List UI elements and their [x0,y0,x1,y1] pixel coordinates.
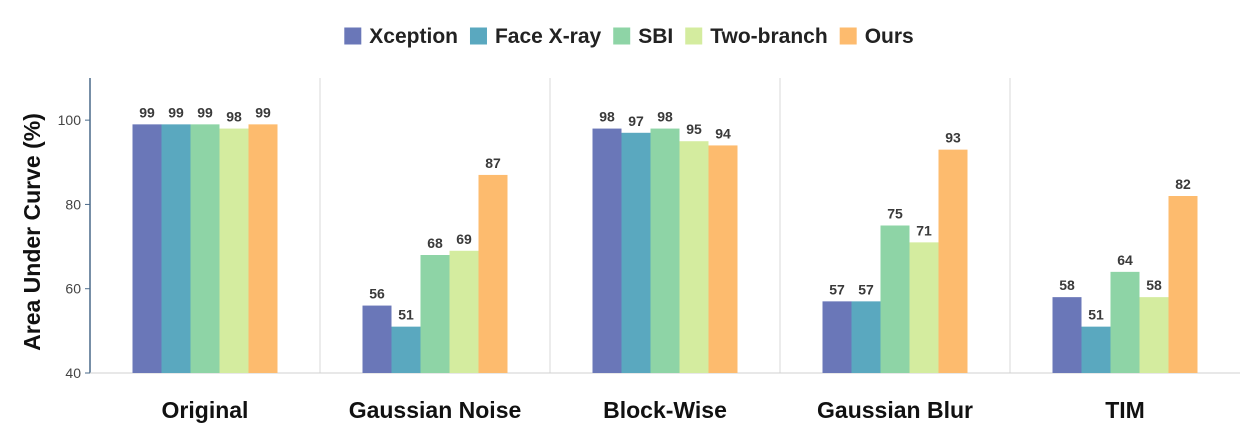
bar-sbi-gaussian-blur [880,225,910,373]
value-label-ours-block-wise: 94 [715,125,731,141]
legend-label-two-branch: Two-branch [710,25,827,48]
value-label-ours-gaussian-blur: 93 [945,130,961,146]
bar-two-branch-gaussian-blur [909,242,939,373]
value-labels: 99 99 99 98 99 56 51 68 69 87 98 97 98 95 94 57 57 75 71 93… [139,104,1191,322]
category-label-block-wise: Block-Wise [603,397,727,423]
value-label-sbi-gaussian-noise: 68 [427,235,443,251]
group-separators [319,78,1011,373]
value-label-face-x-ray-gaussian-noise: 51 [398,307,414,323]
value-label-xception-block-wise: 98 [599,109,615,125]
category-label-original: Original [162,397,249,423]
bar-xception-gaussian-blur [822,301,852,373]
bar-xception-original [132,124,162,373]
bar-ours-gaussian-noise [478,174,508,373]
bar-face-x-ray-gaussian-noise [391,326,421,373]
value-label-face-x-ray-gaussian-blur: 57 [858,281,874,297]
bar-sbi-gaussian-noise [420,255,450,373]
y-axis-label: Area Under Curve (%) [19,113,45,351]
legend-label-sbi: SBI [638,25,673,48]
value-label-two-branch-original: 98 [226,109,242,125]
value-label-sbi-block-wise: 98 [657,109,673,125]
bar-two-branch-gaussian-noise [449,250,479,373]
legend-item-sbi: SBI [613,25,673,48]
y-tick-label: 80 [65,196,81,212]
legend-label-face-x-ray: Face X-ray [495,25,602,48]
bar-sbi-block-wise [650,128,680,373]
legend: Xception Face X-ray SBI Two-branch Ours [344,25,914,48]
legend-label-ours: Ours [865,25,914,48]
legend-label-xception: Xception [369,25,458,48]
y-tick-label: 100 [58,112,82,128]
bar-sbi-tim [1110,271,1140,373]
value-label-two-branch-tim: 58 [1146,277,1162,293]
value-label-xception-tim: 58 [1059,277,1075,293]
legend-swatch-sbi [613,27,631,45]
bar-ours-tim [1168,196,1198,373]
value-label-face-x-ray-block-wise: 97 [628,113,644,129]
bar-face-x-ray-block-wise [621,132,651,373]
bar-face-x-ray-tim [1081,326,1111,373]
value-label-ours-gaussian-noise: 87 [485,155,501,171]
legend-swatch-two-branch [685,27,703,45]
legend-item-face-x-ray: Face X-ray [469,25,602,48]
value-label-two-branch-block-wise: 95 [686,121,702,137]
y-tick-label: 40 [65,365,81,381]
bar-ours-block-wise [708,145,738,373]
category-label-gaussian-noise: Gaussian Noise [349,397,522,423]
bar-face-x-ray-original [161,124,191,373]
bar-two-branch-block-wise [679,141,709,373]
value-label-sbi-gaussian-blur: 75 [887,206,903,222]
value-label-two-branch-gaussian-noise: 69 [456,231,472,247]
bar-ours-gaussian-blur [938,149,968,373]
legend-item-xception: Xception [344,25,458,48]
y-tick-label: 60 [65,281,81,297]
value-label-ours-tim: 82 [1175,176,1191,192]
bars [132,124,1198,373]
value-label-face-x-ray-original: 99 [168,104,184,120]
value-label-xception-gaussian-blur: 57 [829,281,845,297]
bar-xception-block-wise [592,128,622,373]
bar-two-branch-tim [1139,297,1169,373]
value-label-sbi-original: 99 [197,104,213,120]
value-label-sbi-tim: 64 [1117,252,1133,268]
category-label-tim: TIM [1105,397,1145,423]
bar-face-x-ray-gaussian-blur [851,301,881,373]
legend-swatch-xception [344,27,362,45]
legend-swatch-face-x-ray [469,27,487,45]
value-label-two-branch-gaussian-blur: 71 [916,222,932,238]
legend-swatch-ours [839,27,857,45]
value-label-face-x-ray-tim: 51 [1088,307,1104,323]
bar-sbi-original [190,124,220,373]
legend-item-ours: Ours [839,25,914,48]
value-label-ours-original: 99 [255,104,271,120]
category-labels: Original Gaussian Noise Block-Wise Gaussian… [162,397,1145,423]
bar-xception-tim [1052,297,1082,373]
category-label-gaussian-blur: Gaussian Blur [817,397,973,423]
bar-ours-original [248,124,278,373]
value-label-xception-original: 99 [139,104,155,120]
value-label-xception-gaussian-noise: 56 [369,286,385,302]
bar-two-branch-original [219,128,249,373]
bar-xception-gaussian-noise [362,305,392,373]
legend-item-two-branch: Two-branch [685,25,828,48]
